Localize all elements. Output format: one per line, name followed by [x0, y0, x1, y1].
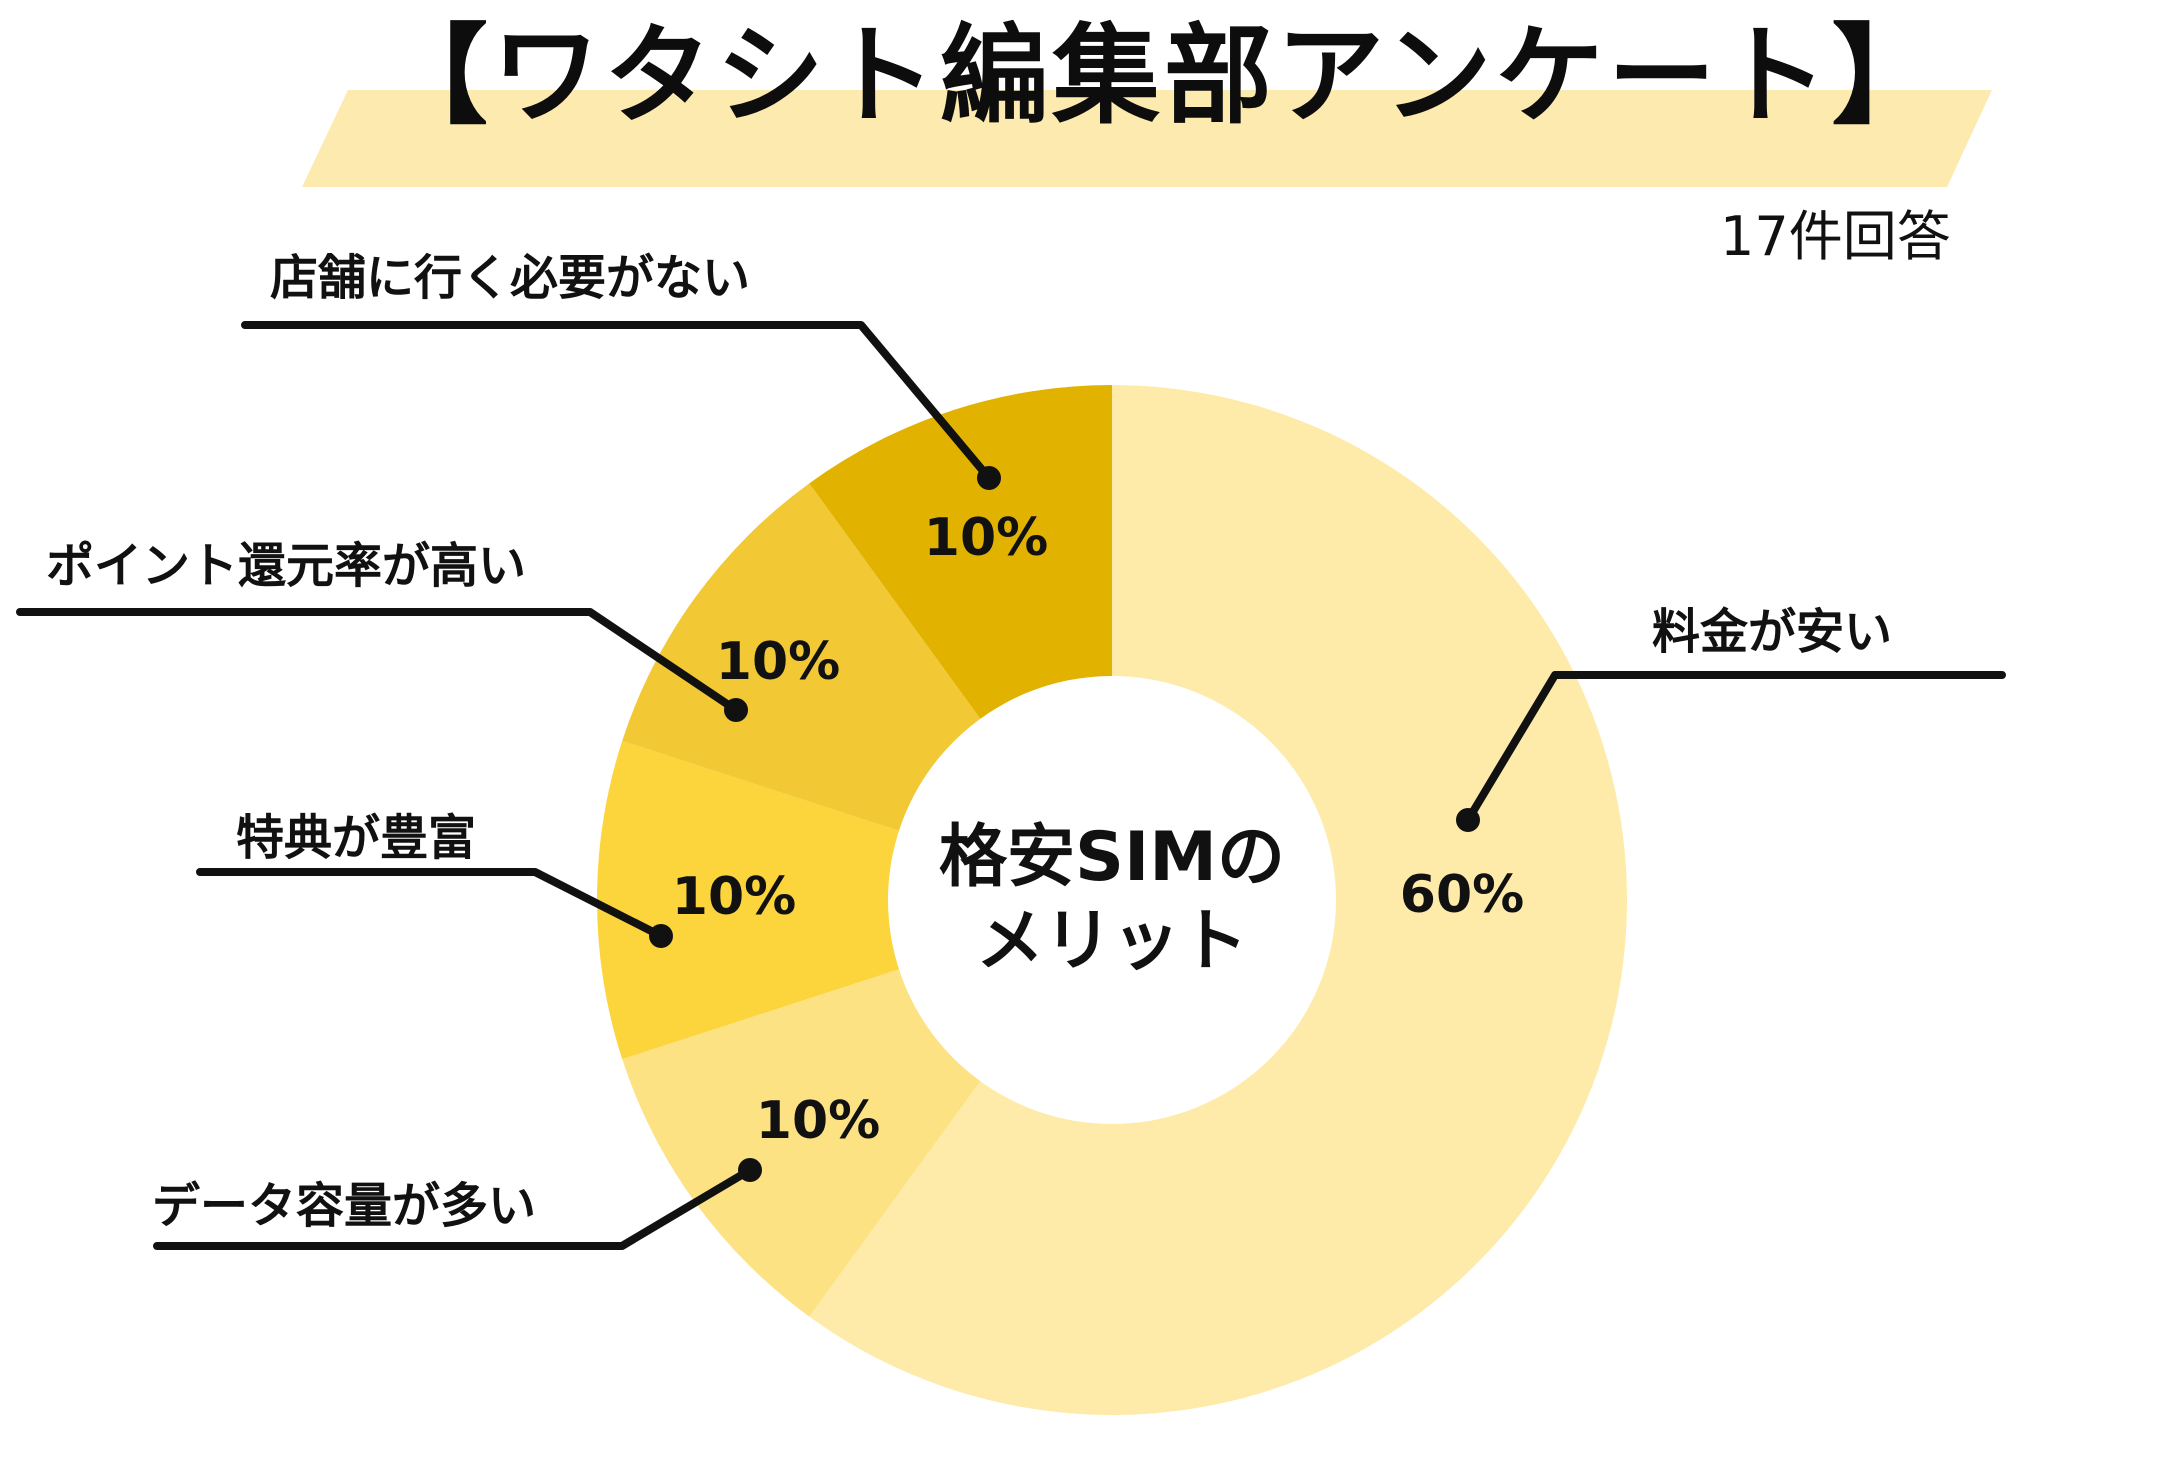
donut-hole — [888, 676, 1336, 1124]
label-point: ポイント還元率が高い — [46, 538, 527, 594]
leader-dot-ryokin — [1456, 808, 1480, 832]
leader-line-tenpo — [241, 321, 993, 482]
pct-ryokin: 60% — [1399, 865, 1525, 925]
leader-dot-tokuten — [649, 924, 673, 948]
pct-tenpo: 10% — [923, 508, 1049, 568]
pct-data: 10% — [755, 1091, 881, 1151]
label-tokuten: 特典が豊富 — [236, 810, 477, 866]
label-ryokin: 料金が安い — [1652, 604, 1893, 660]
donut-slice — [597, 740, 1112, 1060]
leader-line-tokuten — [196, 868, 665, 940]
leader-dot-data — [738, 1158, 762, 1182]
donut-center-label: 格安SIMの メリット — [939, 816, 1285, 984]
leader-line-point — [16, 608, 740, 714]
pct-point: 10% — [715, 632, 841, 692]
leader-dot-point — [724, 698, 748, 722]
label-data: データ容量が多い — [152, 1178, 537, 1234]
leader-line-ryokin — [1464, 671, 2006, 824]
leader-dot-tenpo — [977, 466, 1001, 490]
leader-line-data — [153, 1166, 754, 1250]
title-highlight-band — [302, 90, 1992, 187]
pct-tokuten: 10% — [671, 867, 797, 927]
page-title: 【ワタシト編集部アンケート】 — [380, 14, 1944, 139]
center-label-line-1: 格安SIMの — [939, 818, 1285, 897]
label-tenpo: 店舗に行く必要がない — [270, 250, 751, 306]
center-label-line-2: メリット — [975, 902, 1249, 981]
response-count: 17件回答 — [1720, 205, 1951, 268]
